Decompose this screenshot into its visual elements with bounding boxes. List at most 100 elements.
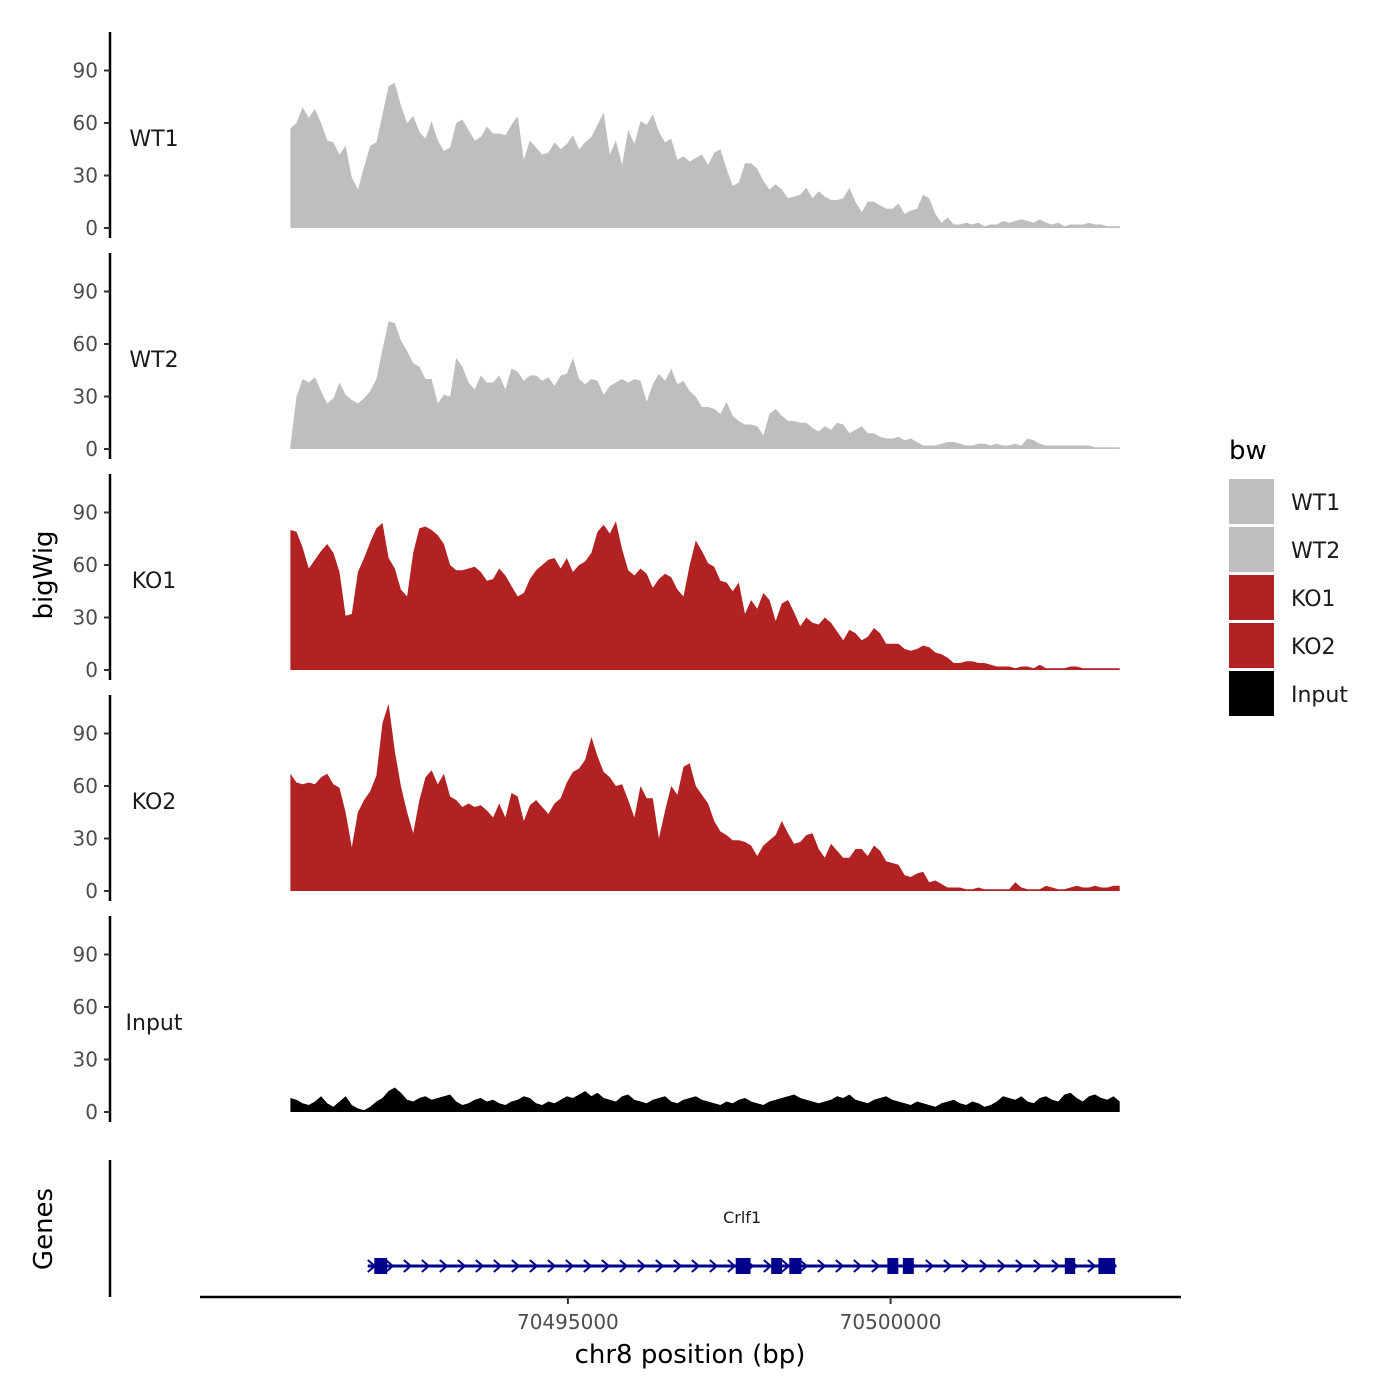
x-axis: 70495000 70500000 — [200, 1295, 1181, 1334]
exon — [374, 1258, 388, 1274]
exon — [887, 1258, 899, 1274]
exon — [1064, 1258, 1076, 1274]
panel-label: KO1 — [132, 569, 177, 594]
legend-label: WT1 — [1291, 491, 1340, 516]
legend-label: WT2 — [1291, 539, 1340, 564]
strand-arrow — [853, 1259, 863, 1273]
legend: bw WT1 WT2 KO1 KO2 Input — [1229, 436, 1348, 716]
y-tick-label: 0 — [85, 216, 98, 240]
exon — [902, 1258, 914, 1274]
strand-arrow — [403, 1259, 413, 1273]
y-tick-label: 30 — [73, 827, 98, 851]
y-tick-label: 90 — [73, 59, 98, 83]
y-tick-label: 60 — [73, 553, 98, 577]
panel-wt2: 0 30 60 90 WT2 — [73, 253, 1120, 461]
x-tick-label: 70495000 — [517, 1310, 619, 1334]
panel-input: 0 30 60 90 Input — [73, 916, 1120, 1124]
genes-track-title: Genes — [29, 1188, 59, 1270]
y-tick-label: 60 — [73, 111, 98, 135]
panel-ko1: 0 30 60 90 KO1 — [73, 474, 1120, 682]
strand-arrow — [1087, 1259, 1097, 1273]
strand-arrow — [673, 1259, 683, 1273]
y-tick-label: 30 — [73, 164, 98, 188]
legend-swatch-wt2 — [1229, 527, 1274, 572]
strand-arrow — [637, 1259, 647, 1273]
gene-track: Crlf1 — [108, 1160, 1117, 1297]
strand-arrow — [727, 1259, 737, 1273]
legend-swatch-ko2 — [1229, 623, 1274, 668]
signal-panels: 0 30 60 90 WT1 0 30 60 90 WT2 0 30 60 90 KO1 0 30 60 90 KO2… — [73, 32, 1120, 1124]
y-tick-label: 30 — [73, 1048, 98, 1072]
strand-arrow — [475, 1259, 485, 1273]
x-tick-label: 70500000 — [840, 1310, 942, 1334]
legend-label: Input — [1291, 683, 1348, 708]
strand-arrow — [961, 1259, 971, 1273]
strand-arrow — [1051, 1259, 1061, 1273]
legend-swatch-ko1 — [1229, 575, 1274, 620]
legend-swatch-wt1 — [1229, 479, 1274, 524]
exon — [735, 1258, 751, 1274]
strand-arrow — [871, 1259, 881, 1273]
strand-arrow — [565, 1259, 575, 1273]
area-input — [290, 1087, 1120, 1112]
legend-swatch-input — [1229, 671, 1274, 716]
y-tick-label: 60 — [73, 995, 98, 1019]
strand-arrow — [835, 1259, 845, 1273]
strand-arrow — [781, 1259, 791, 1273]
strand-arrow — [1015, 1259, 1025, 1273]
y-tick-label: 90 — [73, 722, 98, 746]
gene-name-label: Crlf1 — [723, 1208, 761, 1227]
panel-label: Input — [126, 1011, 183, 1036]
y-tick-label: 90 — [73, 501, 98, 525]
strand-arrow — [457, 1259, 467, 1273]
y-tick-label: 30 — [73, 606, 98, 630]
legend-title: bw — [1229, 436, 1267, 466]
strand-arrow — [421, 1259, 431, 1273]
strand-arrow — [799, 1259, 809, 1273]
strand-arrow — [511, 1259, 521, 1273]
panel-label: KO2 — [132, 790, 177, 815]
strand-arrow — [691, 1259, 701, 1273]
strand-arrow — [709, 1259, 719, 1273]
strand-arrow — [583, 1259, 593, 1273]
strand-arrow — [943, 1259, 953, 1273]
panel-ko2: 0 30 60 90 KO2 — [73, 695, 1120, 903]
area-wt1 — [290, 82, 1120, 228]
area-ko2 — [290, 703, 1120, 891]
x-axis-title: chr8 position (bp) — [575, 1340, 806, 1370]
panel-label: WT1 — [129, 127, 178, 152]
panel-label: WT2 — [129, 348, 178, 373]
y-tick-label: 90 — [73, 280, 98, 304]
strand-arrow — [385, 1259, 395, 1273]
exon — [789, 1258, 802, 1274]
area-ko1 — [290, 521, 1120, 670]
strand-arrow — [1033, 1259, 1043, 1273]
y-tick-label: 0 — [85, 437, 98, 461]
strand-arrow — [997, 1259, 1007, 1273]
panel-wt1: 0 30 60 90 WT1 — [73, 32, 1120, 240]
y-tick-label: 0 — [85, 658, 98, 682]
y-tick-label: 60 — [73, 774, 98, 798]
strand-arrow — [493, 1259, 503, 1273]
strand-arrow — [655, 1259, 665, 1273]
strand-arrow — [439, 1259, 449, 1273]
y-tick-label: 0 — [85, 879, 98, 903]
exon — [771, 1258, 783, 1274]
strand-arrow — [979, 1259, 989, 1273]
legend-label: KO2 — [1291, 635, 1336, 660]
strand-arrow — [619, 1259, 629, 1273]
y-tick-label: 90 — [73, 943, 98, 967]
y-tick-label: 30 — [73, 385, 98, 409]
strand-arrow — [925, 1259, 935, 1273]
strand-arrow — [547, 1259, 557, 1273]
legend-label: KO1 — [1291, 587, 1336, 612]
strand-arrow — [817, 1259, 827, 1273]
strand-arrow — [529, 1259, 539, 1273]
exon — [1098, 1258, 1116, 1274]
area-wt2 — [290, 321, 1120, 449]
strand-arrow — [601, 1259, 611, 1273]
y-tick-label: 60 — [73, 332, 98, 356]
strand-arrow — [763, 1259, 773, 1273]
y-tick-label: 0 — [85, 1100, 98, 1124]
